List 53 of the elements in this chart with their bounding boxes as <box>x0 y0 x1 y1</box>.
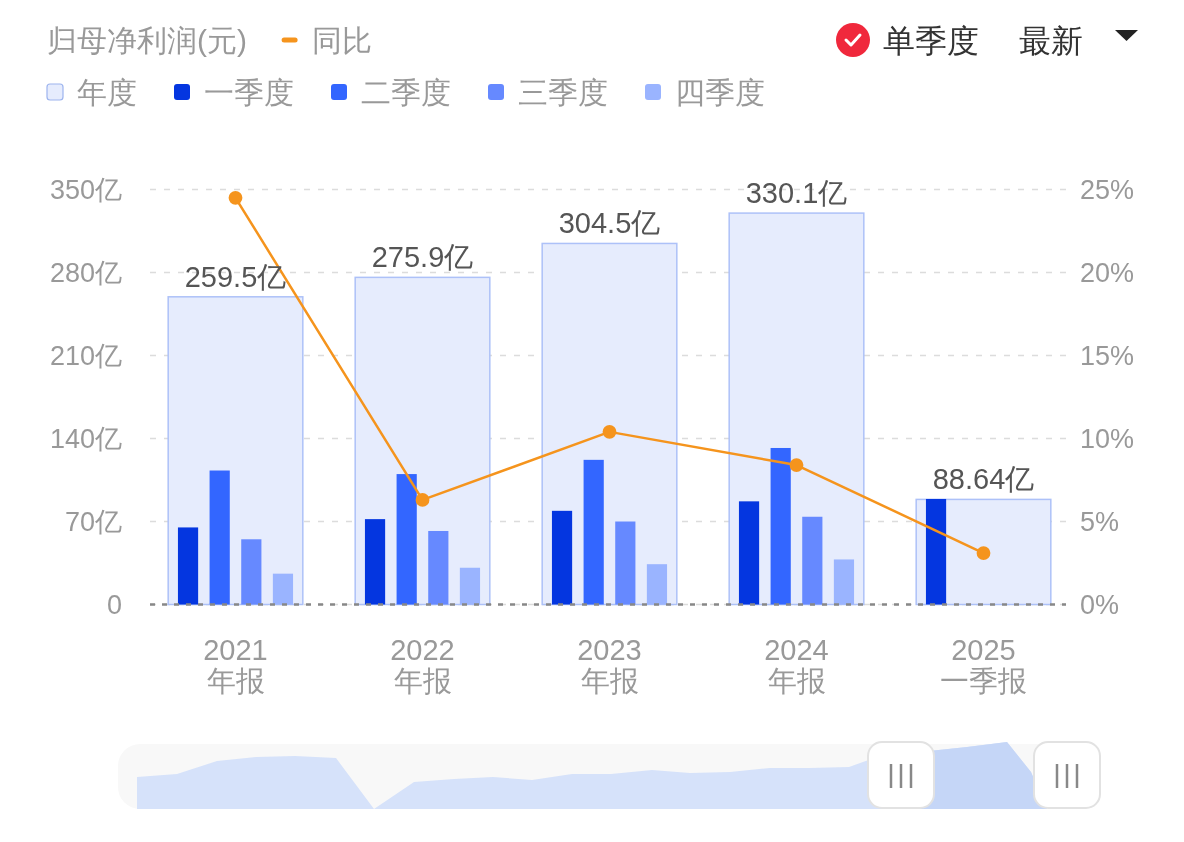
bar <box>459 567 481 605</box>
bar <box>802 516 823 605</box>
y-tick-label: 350亿 <box>49 175 122 206</box>
bar <box>925 498 947 605</box>
bar <box>209 470 230 605</box>
y2-tick-label: 15% <box>1080 341 1135 372</box>
y-tick-label: 280亿 <box>49 258 122 289</box>
y2-tick-label: 5% <box>1080 507 1120 538</box>
bar <box>364 519 386 605</box>
x-tick-label: 2024 年报 <box>764 634 829 697</box>
x-tick-label: 2021 年报 <box>203 634 268 697</box>
bar <box>646 564 668 605</box>
y2-tick-label: 25% <box>1080 175 1135 206</box>
data-label: 330.1亿 <box>745 177 848 210</box>
legend-label: 一季度 <box>204 75 294 109</box>
bar <box>272 573 294 605</box>
point <box>789 458 804 472</box>
data-label: 259.5亿 <box>184 260 287 293</box>
chart-title: 归母净利润(元) <box>47 23 247 57</box>
point <box>976 546 991 560</box>
y2-tick-label: 20% <box>1080 258 1135 289</box>
x-tick-label: 2025 一季报 <box>940 634 1027 697</box>
data-label: 88.64亿 <box>932 463 1035 496</box>
point <box>415 493 430 507</box>
legend-label: 二季度 <box>361 75 451 109</box>
bar <box>770 447 791 605</box>
bar <box>428 530 449 605</box>
legend-label: 四季度 <box>675 75 765 109</box>
bar <box>615 521 636 605</box>
y2-tick-label: 10% <box>1080 424 1135 455</box>
y2-tick-label: 0% <box>1080 590 1120 621</box>
point <box>228 190 243 205</box>
legend-label: 年度 <box>77 75 137 109</box>
y-tick-label: 0 <box>106 590 122 621</box>
y-tick-label: 70亿 <box>64 507 122 538</box>
x-tick-label: 2022 年报 <box>390 634 455 697</box>
y-tick-label: 210亿 <box>49 341 122 372</box>
bar <box>396 474 417 605</box>
data-label: 304.5亿 <box>558 207 661 240</box>
data-label: 275.9亿 <box>371 241 474 274</box>
bar <box>177 527 199 605</box>
text: 最新 <box>1019 22 1083 59</box>
bar <box>583 459 604 605</box>
bar <box>551 510 573 605</box>
bar <box>738 501 760 605</box>
bar <box>833 559 855 605</box>
bar <box>241 539 262 605</box>
legend-label: 同比 <box>311 23 372 57</box>
legend-label: 三季度 <box>518 75 608 109</box>
point <box>602 424 617 439</box>
x-tick-label: 2023 年报 <box>577 634 642 697</box>
text: 单季度 <box>883 22 979 59</box>
y-tick-label: 140亿 <box>49 424 122 455</box>
